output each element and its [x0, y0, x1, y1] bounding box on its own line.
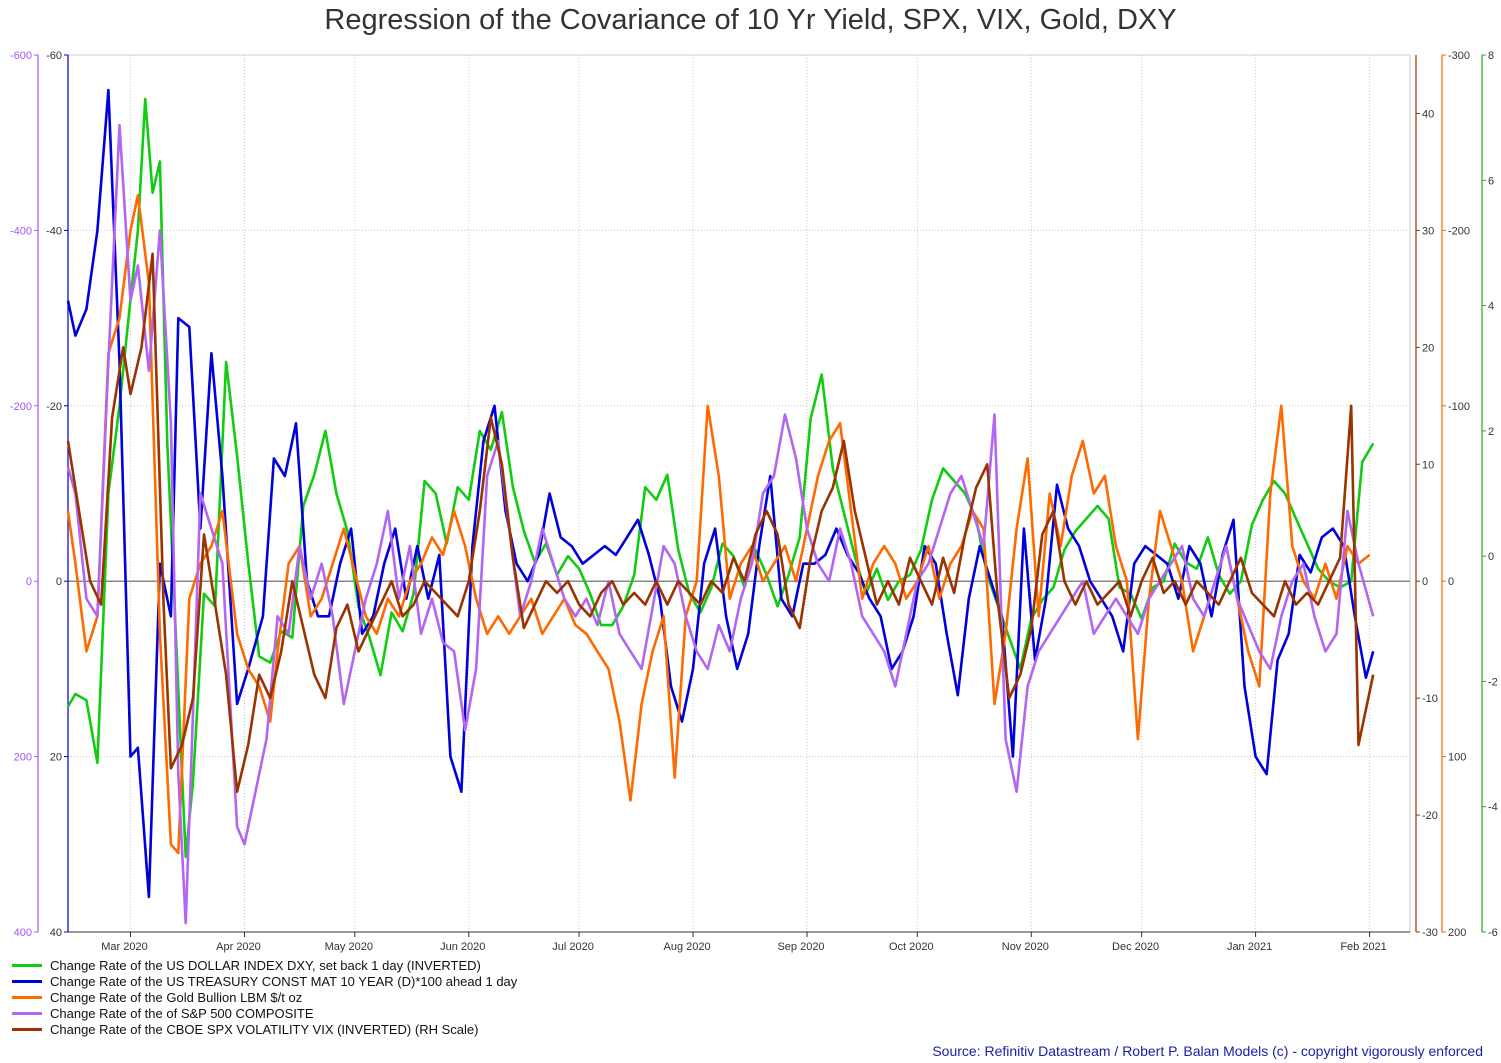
vix-axis-tick-label: 20	[1422, 342, 1434, 354]
dxy-axis-tick-label: 4	[1488, 301, 1494, 313]
legend: Change Rate of the US DOLLAR INDEX DXY, …	[12, 958, 517, 1038]
vix-axis-tick-label: -30	[1422, 927, 1438, 939]
tnx-axis-tick-label: 40	[50, 927, 62, 939]
gold-axis-tick-label: 0	[1448, 576, 1454, 588]
dxy-axis-tick-label: -6	[1488, 927, 1498, 939]
x-tick-label: Dec 2020	[1112, 941, 1159, 953]
tnx-axis-tick-label: 0	[56, 576, 62, 588]
x-tick-label: Aug 2020	[663, 941, 710, 953]
gold-axis-tick-label: -200	[1448, 225, 1470, 237]
x-tick-label: Apr 2020	[216, 941, 261, 953]
series-line-spx	[66, 123, 1375, 925]
gold-axis-tick-label: -300	[1448, 50, 1470, 62]
series-line-tnx	[66, 88, 1375, 899]
chart-title: Regression of the Covariance of 10 Yr Yi…	[324, 4, 1177, 36]
x-tick-label: Jun 2020	[440, 941, 485, 953]
dxy-axis-tick-label: 8	[1488, 50, 1494, 62]
gold-axis-tick-label: 200	[1448, 927, 1466, 939]
grid-layer	[67, 54, 1411, 933]
tnx-axis-tick-label: -20	[46, 401, 62, 413]
x-tick-label: Nov 2020	[1002, 941, 1049, 953]
axes-layer: Mar 2020 Apr 2020 May 2020 Jun 2020 Jul 2020…	[10, 50, 1498, 953]
legend-item-tnx: Change Rate of the US TREASURY CONST MAT…	[12, 974, 517, 990]
x-tick-label: Oct 2020	[889, 941, 934, 953]
spx-axis-tick-label: 400	[14, 927, 32, 939]
gold-axis-tick-label: 100	[1448, 752, 1466, 764]
dxy-axis-tick-label: -4	[1488, 802, 1498, 814]
plot-frame	[67, 54, 1411, 933]
series-line-gold	[66, 194, 1371, 855]
spx-axis-tick-label: -600	[10, 50, 32, 62]
legend-label-spx: Change Rate of the of S&P 500 COMPOSITE	[50, 1006, 314, 1021]
vix-axis-tick-label: 10	[1422, 459, 1434, 471]
legend-swatch-spx	[12, 1012, 42, 1016]
legend-label-dxy: Change Rate of the US DOLLAR INDEX DXY, …	[50, 958, 481, 973]
spx-axis-tick-label: -400	[10, 225, 32, 237]
legend-item-dxy: Change Rate of the US DOLLAR INDEX DXY, …	[12, 958, 517, 974]
legend-label-tnx: Change Rate of the US TREASURY CONST MAT…	[50, 974, 518, 989]
dxy-axis-tick-label: 2	[1488, 426, 1494, 438]
legend-swatch-tnx	[12, 980, 42, 984]
vix-axis-tick-label: 30	[1422, 225, 1434, 237]
x-tick-label: Jul 2020	[552, 941, 594, 953]
x-tick-label: May 2020	[325, 941, 373, 953]
legend-label-gold: Change Rate of the Gold Bullion LBM $/t …	[50, 990, 303, 1005]
legend-item-vix: Change Rate of the CBOE SPX VOLATILITY V…	[12, 1022, 517, 1038]
spx-axis-tick-label: 0	[26, 576, 32, 588]
tnx-axis-tick-label: -40	[46, 225, 62, 237]
legend-swatch-dxy	[12, 964, 42, 968]
gold-axis-tick-label: -100	[1448, 401, 1470, 413]
dxy-axis-tick-label: 0	[1488, 551, 1494, 563]
vix-axis-tick-label: 0	[1422, 576, 1428, 588]
spx-axis-tick-label: -200	[10, 401, 32, 413]
tnx-axis-tick-label: 20	[50, 752, 62, 764]
legend-swatch-gold	[12, 996, 42, 1000]
vix-axis-tick-label: 40	[1422, 108, 1434, 120]
x-tick-label: Mar 2020	[101, 941, 147, 953]
tnx-axis-tick-label: -60	[46, 50, 62, 62]
legend-item-spx: Change Rate of the of S&P 500 COMPOSITE	[12, 1006, 517, 1022]
vix-axis-tick-label: -10	[1422, 693, 1438, 705]
series-line-vix	[66, 252, 1375, 793]
vix-axis-tick-label: -20	[1422, 810, 1438, 822]
legend-label-vix: Change Rate of the CBOE SPX VOLATILITY V…	[50, 1022, 479, 1037]
source-note: Source: Refinitiv Datastream / Robert P.…	[932, 1043, 1483, 1059]
series-layer	[66, 88, 1375, 925]
x-tick-label: Sep 2020	[777, 941, 824, 953]
dxy-axis-tick-label: 6	[1488, 175, 1494, 187]
spx-axis-tick-label: 200	[14, 752, 32, 764]
legend-item-gold: Change Rate of the Gold Bullion LBM $/t …	[12, 990, 517, 1006]
x-tick-label: Jan 2021	[1227, 941, 1272, 953]
dxy-axis-tick-label: -2	[1488, 676, 1498, 688]
legend-swatch-vix	[12, 1028, 42, 1032]
x-tick-label: Feb 2021	[1340, 941, 1386, 953]
